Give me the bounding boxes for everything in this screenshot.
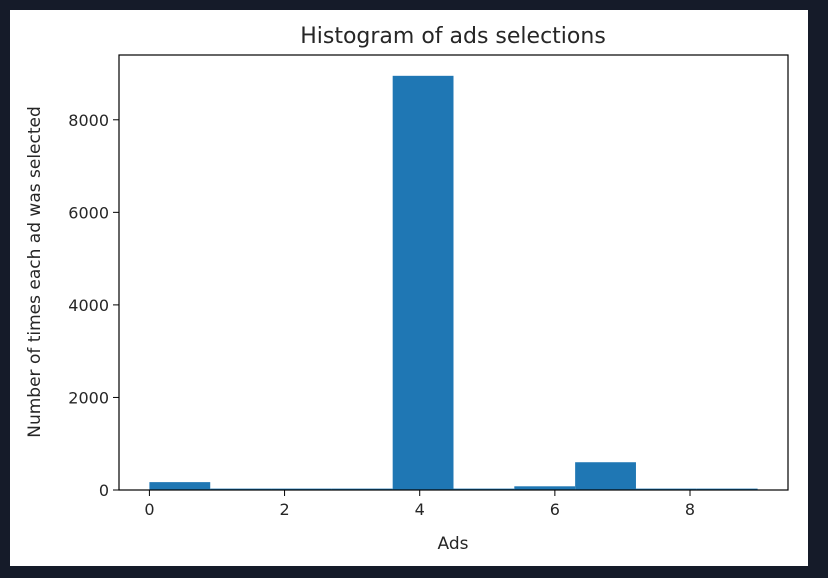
histogram-bar-7 xyxy=(575,462,636,490)
histogram-chart: Histogram of ads selections 0 2 4 6 8 0 2000 4… xyxy=(25,24,789,554)
chart-title: Histogram of ads selections xyxy=(300,24,606,49)
x-tick-label: 6 xyxy=(550,500,560,519)
histogram-bar-8 xyxy=(635,488,697,490)
y-axis-ticks: 0 2000 4000 6000 8000 xyxy=(68,111,119,500)
y-tick-label: 8000 xyxy=(68,111,109,130)
histogram-bar-6 xyxy=(514,486,576,490)
x-axis-title: Ads xyxy=(438,534,469,554)
bars-group xyxy=(149,75,758,490)
y-tick-label: 4000 xyxy=(68,296,109,315)
y-tick-label: 2000 xyxy=(68,388,109,407)
x-tick-label: 8 xyxy=(685,500,695,519)
histogram-bar-4 xyxy=(392,75,454,490)
x-tick-label: 2 xyxy=(279,500,289,519)
histogram-bar-0 xyxy=(149,482,211,490)
chart-canvas: Histogram of ads selections 0 2 4 6 8 0 2000 4… xyxy=(10,10,808,566)
plot-frame xyxy=(118,54,789,491)
x-tick-label: 0 xyxy=(144,500,154,519)
histogram-bar-2 xyxy=(271,488,332,490)
y-axis-title: Number of times each ad was selected xyxy=(25,106,45,438)
histogram-bar-3 xyxy=(331,488,393,490)
histogram-bar-1 xyxy=(210,488,272,490)
y-tick-label: 6000 xyxy=(68,203,109,222)
x-axis-ticks: 0 2 4 6 8 xyxy=(144,490,695,519)
x-tick-label: 4 xyxy=(415,500,425,519)
histogram-bar-5 xyxy=(453,488,515,490)
histogram-bar-9 xyxy=(696,488,758,490)
y-tick-label: 0 xyxy=(99,481,109,500)
